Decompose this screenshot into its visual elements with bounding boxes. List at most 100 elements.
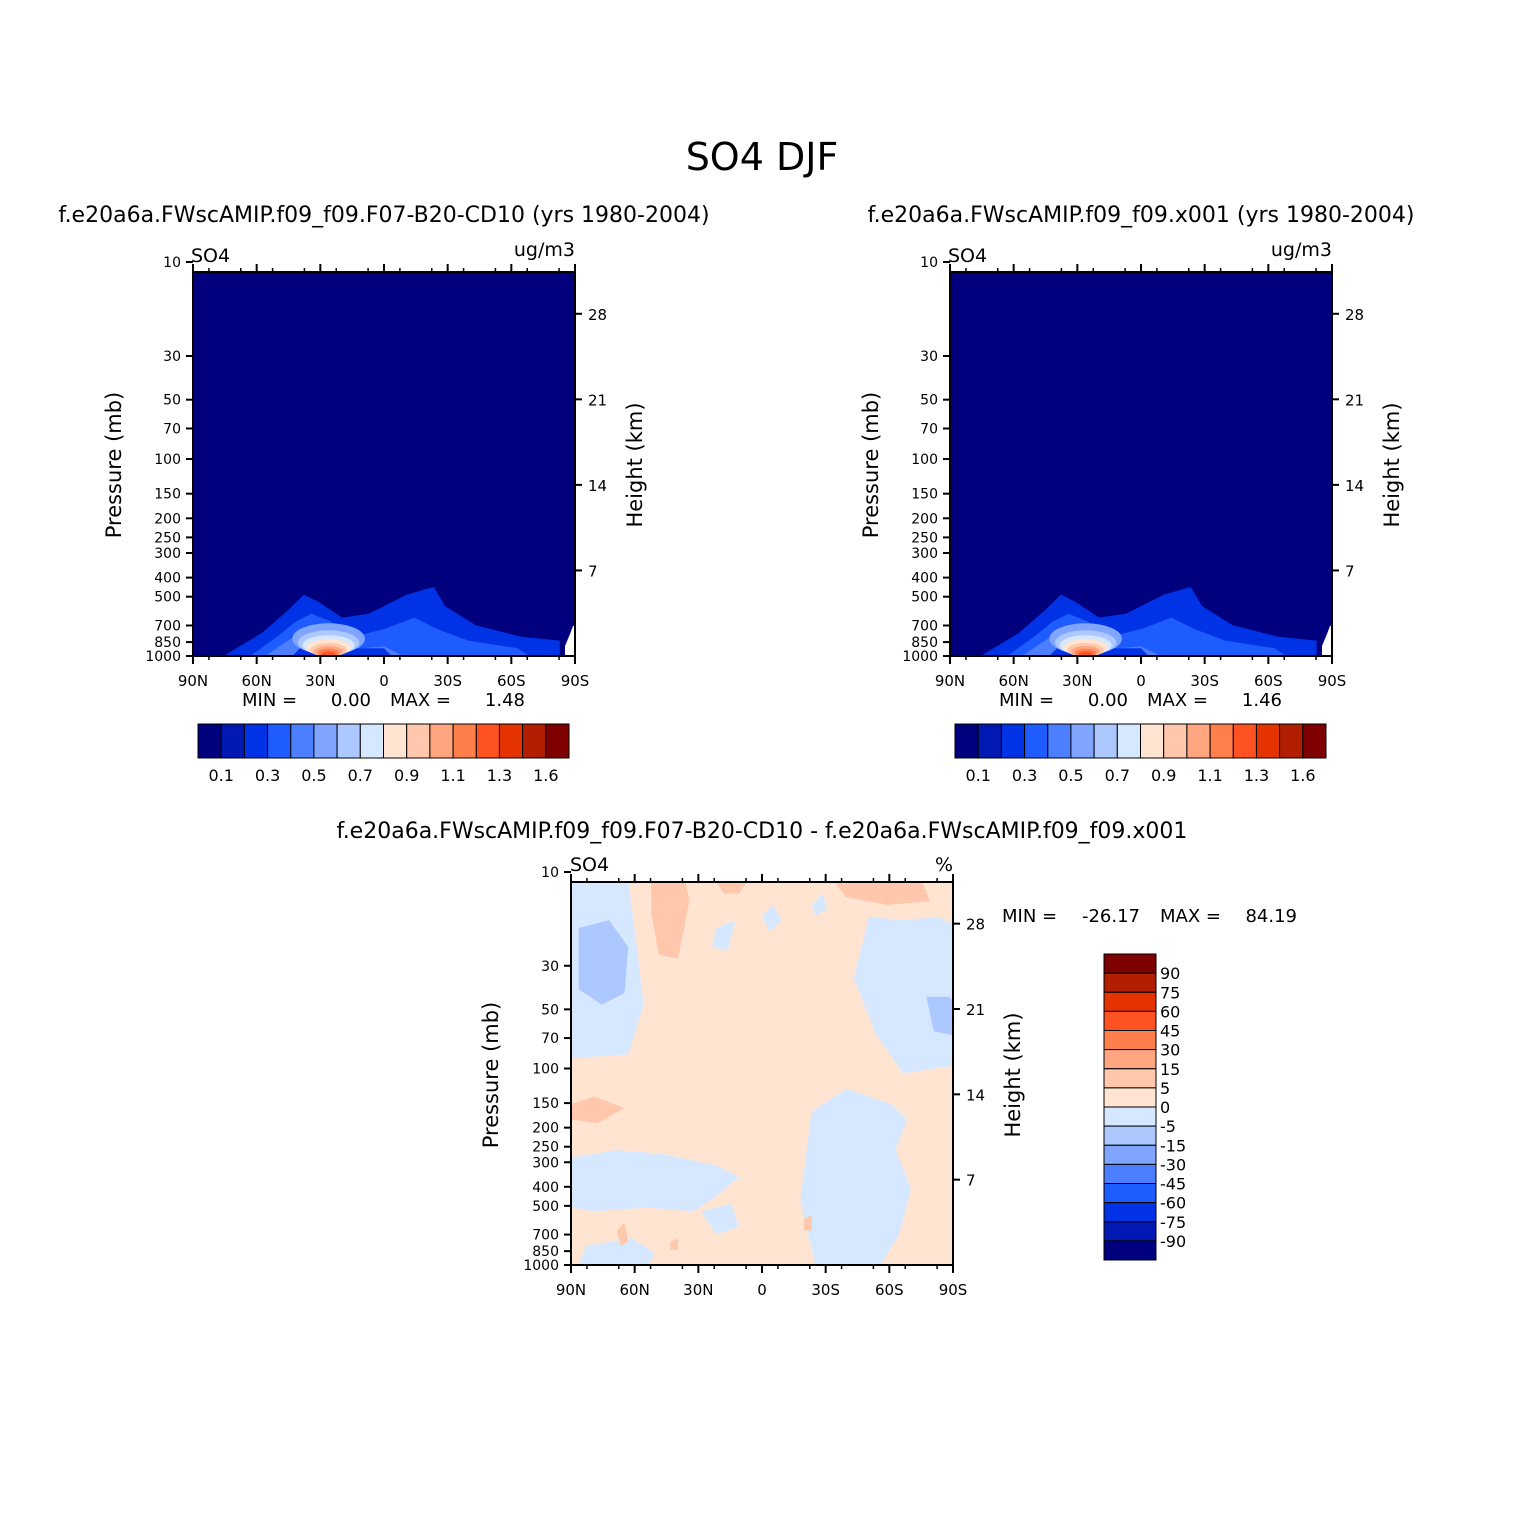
difference-y-axis-title: Pressure (mb)	[479, 1002, 503, 1149]
difference-colorbar-label: -75	[1160, 1213, 1186, 1232]
control-colorbar-swatch	[406, 723, 431, 759]
test-y-tick-label: 200	[911, 511, 938, 527]
control-colorbar-label: 1.3	[487, 766, 512, 785]
difference-x-tick-label: 60N	[620, 1281, 650, 1299]
control-colorbar-label: 0.1	[208, 766, 233, 785]
difference-colorbar-swatch	[1103, 1163, 1157, 1185]
difference-max-label: MAX =	[1160, 906, 1221, 927]
control-colorbar-label: 0.7	[348, 766, 373, 785]
test-colorbar-swatch	[1093, 723, 1118, 759]
test-y-tick-label: 700	[911, 618, 938, 634]
control-colorbar-swatch	[267, 723, 292, 759]
control-y-tick-label: 400	[154, 571, 181, 587]
difference-colorbar-swatch	[1103, 1125, 1157, 1146]
test-colorbar-swatch	[954, 723, 979, 759]
difference-colorbar-swatch	[1103, 972, 1157, 993]
control-y2-tick-label: 28	[588, 306, 607, 324]
difference-colorbar-swatch	[1103, 1068, 1157, 1089]
difference-y2-tick-label: 7	[966, 1172, 976, 1190]
difference-colorbar-label: 15	[1160, 1060, 1180, 1079]
control-colorbar-swatch	[429, 723, 454, 759]
difference-max-value: 84.19	[1245, 906, 1297, 927]
difference-y-tick-label: 150	[532, 1096, 559, 1112]
control-y2-tick-label: 21	[588, 391, 607, 409]
control-core-contour-7	[321, 651, 336, 656]
test-colorbar-swatch	[1047, 723, 1072, 759]
test-y-tick-label: 250	[911, 530, 938, 546]
difference-colorbar-swatch	[1103, 1087, 1157, 1108]
control-y-tick-label: 30	[163, 349, 181, 365]
difference-colorbar-swatch	[1103, 1221, 1157, 1242]
test-colorbar-swatch	[1140, 723, 1165, 759]
difference-contour-12	[651, 882, 690, 959]
test-y-axis-title: Pressure (mb)	[859, 392, 883, 539]
control-colorbar-swatch	[313, 723, 338, 759]
test-max-value: 1.46	[1242, 690, 1282, 711]
difference-colorbar-swatch	[1103, 1202, 1157, 1223]
difference-colorbar-label: -5	[1160, 1117, 1176, 1136]
test-x-tick-label: 60S	[1254, 672, 1283, 690]
control-y-tick-label: 1000	[145, 649, 181, 665]
test-panel: f.e20a6a.FWscAMIP.f09_f09.x001 (yrs 1980…	[859, 203, 1415, 785]
difference-colorbar-label: 0	[1160, 1098, 1170, 1117]
difference-contour-2	[578, 920, 629, 1005]
control-y2-tick-label: 14	[588, 477, 607, 495]
control-field	[193, 272, 575, 656]
control-x-tick-label: 60N	[242, 672, 272, 690]
test-y2-tick-label: 28	[1345, 306, 1364, 324]
difference-units-label: %	[935, 854, 953, 876]
control-x-tick-label: 30S	[433, 672, 462, 690]
test-core-contour-7	[1078, 651, 1093, 656]
control-panel: f.e20a6a.FWscAMIP.f09_f09.F07-B20-CD10 (…	[58, 203, 709, 785]
difference-colorbar-label: -45	[1160, 1175, 1186, 1194]
control-colorbar-label: 0.3	[255, 766, 280, 785]
difference-variable-label: SO4	[570, 854, 609, 876]
control-colorbar-swatch	[545, 723, 570, 759]
difference-y-tick-label: 70	[541, 1031, 559, 1047]
test-y-tick-label: 400	[911, 571, 938, 587]
difference-contour-8	[762, 905, 782, 932]
difference-colorbar-swatch	[1103, 1183, 1157, 1204]
test-y-tick-label: 30	[920, 349, 938, 365]
control-colorbar-label: 1.6	[533, 766, 558, 785]
test-y-tick-label: 150	[911, 487, 938, 503]
difference-contour-16	[616, 1222, 629, 1246]
difference-panel-title: f.e20a6a.FWscAMIP.f09_f09.F07-B20-CD10 -…	[337, 819, 1188, 844]
control-x-tick-label: 90S	[561, 672, 590, 690]
test-colorbar-swatch	[1024, 723, 1049, 759]
test-y-tick-label: 70	[920, 421, 938, 437]
test-y-tick-label: 50	[920, 393, 938, 409]
control-y-tick-label: 50	[163, 393, 181, 409]
test-colorbar-label: 1.6	[1290, 766, 1315, 785]
test-colorbar-swatch	[1186, 723, 1211, 759]
difference-y-tick-label: 850	[532, 1244, 559, 1260]
test-colorbar-label: 1.3	[1244, 766, 1269, 785]
control-y-axis-title: Pressure (mb)	[102, 392, 126, 539]
control-colorbar-swatch	[498, 723, 524, 759]
control-colorbar-swatch	[522, 723, 547, 759]
difference-colorbar-swatch	[1103, 991, 1157, 1012]
difference-contour-4	[926, 996, 953, 1036]
control-units-label: ug/m3	[514, 239, 575, 261]
difference-colorbar-swatch	[1103, 1144, 1157, 1165]
test-x-tick-label: 90S	[1318, 672, 1347, 690]
difference-contour-3	[853, 916, 953, 1074]
control-colorbar-swatch	[243, 723, 269, 759]
difference-contour-17	[670, 1238, 678, 1250]
test-colorbar-swatch	[1163, 723, 1188, 759]
control-y-tick-label: 10	[163, 255, 181, 271]
test-colorbar-label: 0.1	[965, 766, 990, 785]
difference-colorbar-label: 5	[1160, 1079, 1170, 1098]
control-colorbar-swatch	[290, 723, 315, 759]
difference-colorbar-swatch	[1103, 953, 1157, 974]
difference-x-tick-label: 60S	[875, 1281, 904, 1299]
test-panel-title: f.e20a6a.FWscAMIP.f09_f09.x001 (yrs 1980…	[867, 203, 1414, 228]
difference-contour-9	[811, 893, 827, 917]
control-x-tick-label: 90N	[178, 672, 208, 690]
control-colorbar-swatch	[197, 723, 222, 759]
test-y2-axis-title: Height (km)	[1380, 402, 1404, 527]
control-y-tick-label: 300	[154, 546, 181, 562]
difference-y-tick-label: 30	[541, 959, 559, 975]
